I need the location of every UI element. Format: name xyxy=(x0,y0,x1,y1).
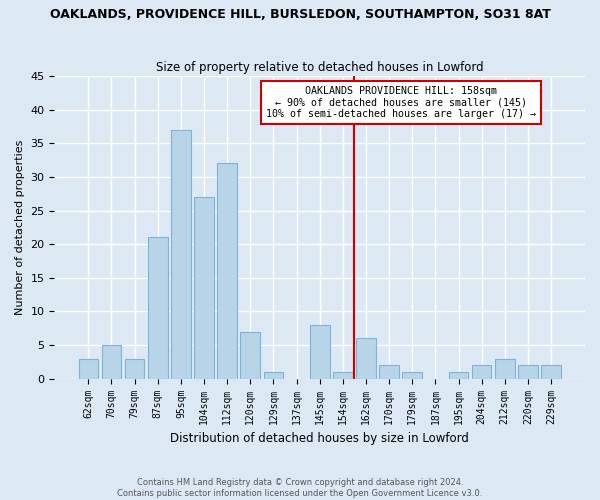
Bar xyxy=(356,338,376,378)
Bar xyxy=(79,358,98,378)
Bar xyxy=(217,164,237,378)
Bar xyxy=(171,130,191,378)
Bar xyxy=(263,372,283,378)
Text: Contains HM Land Registry data © Crown copyright and database right 2024.
Contai: Contains HM Land Registry data © Crown c… xyxy=(118,478,482,498)
Bar xyxy=(101,345,121,378)
Bar xyxy=(379,365,399,378)
Bar xyxy=(541,365,561,378)
Bar xyxy=(449,372,469,378)
Bar xyxy=(125,358,145,378)
Bar xyxy=(403,372,422,378)
Text: OAKLANDS PROVIDENCE HILL: 158sqm
← 90% of detached houses are smaller (145)
10% : OAKLANDS PROVIDENCE HILL: 158sqm ← 90% o… xyxy=(266,86,536,120)
Bar xyxy=(310,325,329,378)
Text: OAKLANDS, PROVIDENCE HILL, BURSLEDON, SOUTHAMPTON, SO31 8AT: OAKLANDS, PROVIDENCE HILL, BURSLEDON, SO… xyxy=(50,8,550,20)
Bar xyxy=(148,238,167,378)
Bar xyxy=(241,332,260,378)
X-axis label: Distribution of detached houses by size in Lowford: Distribution of detached houses by size … xyxy=(170,432,469,445)
Bar xyxy=(518,365,538,378)
Y-axis label: Number of detached properties: Number of detached properties xyxy=(15,140,25,315)
Bar xyxy=(194,197,214,378)
Bar xyxy=(333,372,353,378)
Title: Size of property relative to detached houses in Lowford: Size of property relative to detached ho… xyxy=(156,60,484,74)
Bar xyxy=(472,365,491,378)
Bar xyxy=(495,358,515,378)
